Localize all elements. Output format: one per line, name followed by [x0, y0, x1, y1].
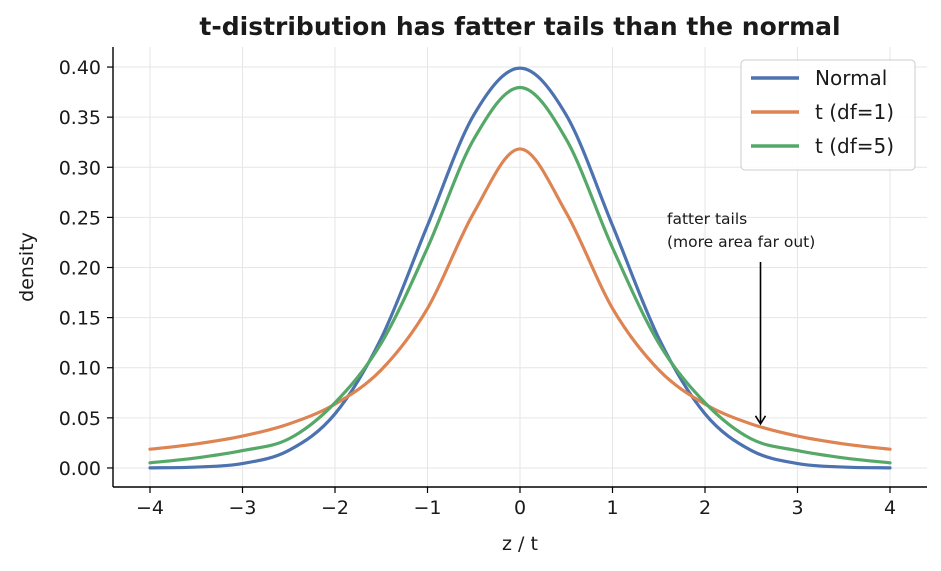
chart-title: t-distribution has fatter tails than the… — [199, 12, 840, 41]
series-line-normal — [148, 66, 892, 470]
x-tick-label: −2 — [321, 497, 349, 519]
series-lines — [148, 66, 892, 470]
series-line-t-df-5 — [148, 85, 892, 465]
legend-label-t-df-1: t (df=1) — [815, 100, 894, 124]
y-tick-label: 0.25 — [59, 207, 101, 229]
y-tick-label: 0.35 — [59, 107, 101, 129]
y-tick-label: 0.10 — [59, 358, 101, 380]
axis-ticks: −4 −3 −2 −1 0 1 2 3 4 0.00 0.05 0.10 0.15 0.20 0.25 0.3… — [59, 57, 896, 519]
x-tick-label: −1 — [413, 497, 441, 519]
x-tick-label: 1 — [606, 497, 618, 519]
y-tick-label: 0.00 — [59, 458, 101, 480]
y-tick-label: 0.05 — [59, 408, 101, 430]
y-tick-label: 0.40 — [59, 57, 101, 79]
x-tick-label: 3 — [791, 497, 803, 519]
legend-box — [740, 59, 916, 171]
x-tick-label: 4 — [884, 497, 896, 519]
y-axis-label: density — [16, 232, 38, 302]
annotation-text-line: (more area far out) — [667, 233, 815, 251]
x-tick-label: −4 — [136, 497, 164, 519]
series-line-t-df-1 — [148, 147, 892, 451]
annotation-text-line: fatter tails — [667, 210, 747, 228]
x-tick-label: 0 — [514, 497, 526, 519]
annotation-arrow-head — [754, 415, 767, 426]
legend-label-normal: Normal — [815, 66, 887, 90]
legend: Normal t (df=1) t (df=5) — [740, 59, 916, 171]
y-tick-label: 0.15 — [59, 308, 101, 330]
x-tick-label: −3 — [228, 497, 256, 519]
legend-label-t-df-5: t (df=5) — [815, 134, 894, 158]
x-axis-label: z / t — [502, 533, 538, 555]
annotation: fatter tails (more area far out) — [667, 210, 815, 426]
x-tick-label: 2 — [699, 497, 711, 519]
y-tick-label: 0.30 — [59, 157, 101, 179]
y-tick-label: 0.20 — [59, 258, 101, 280]
